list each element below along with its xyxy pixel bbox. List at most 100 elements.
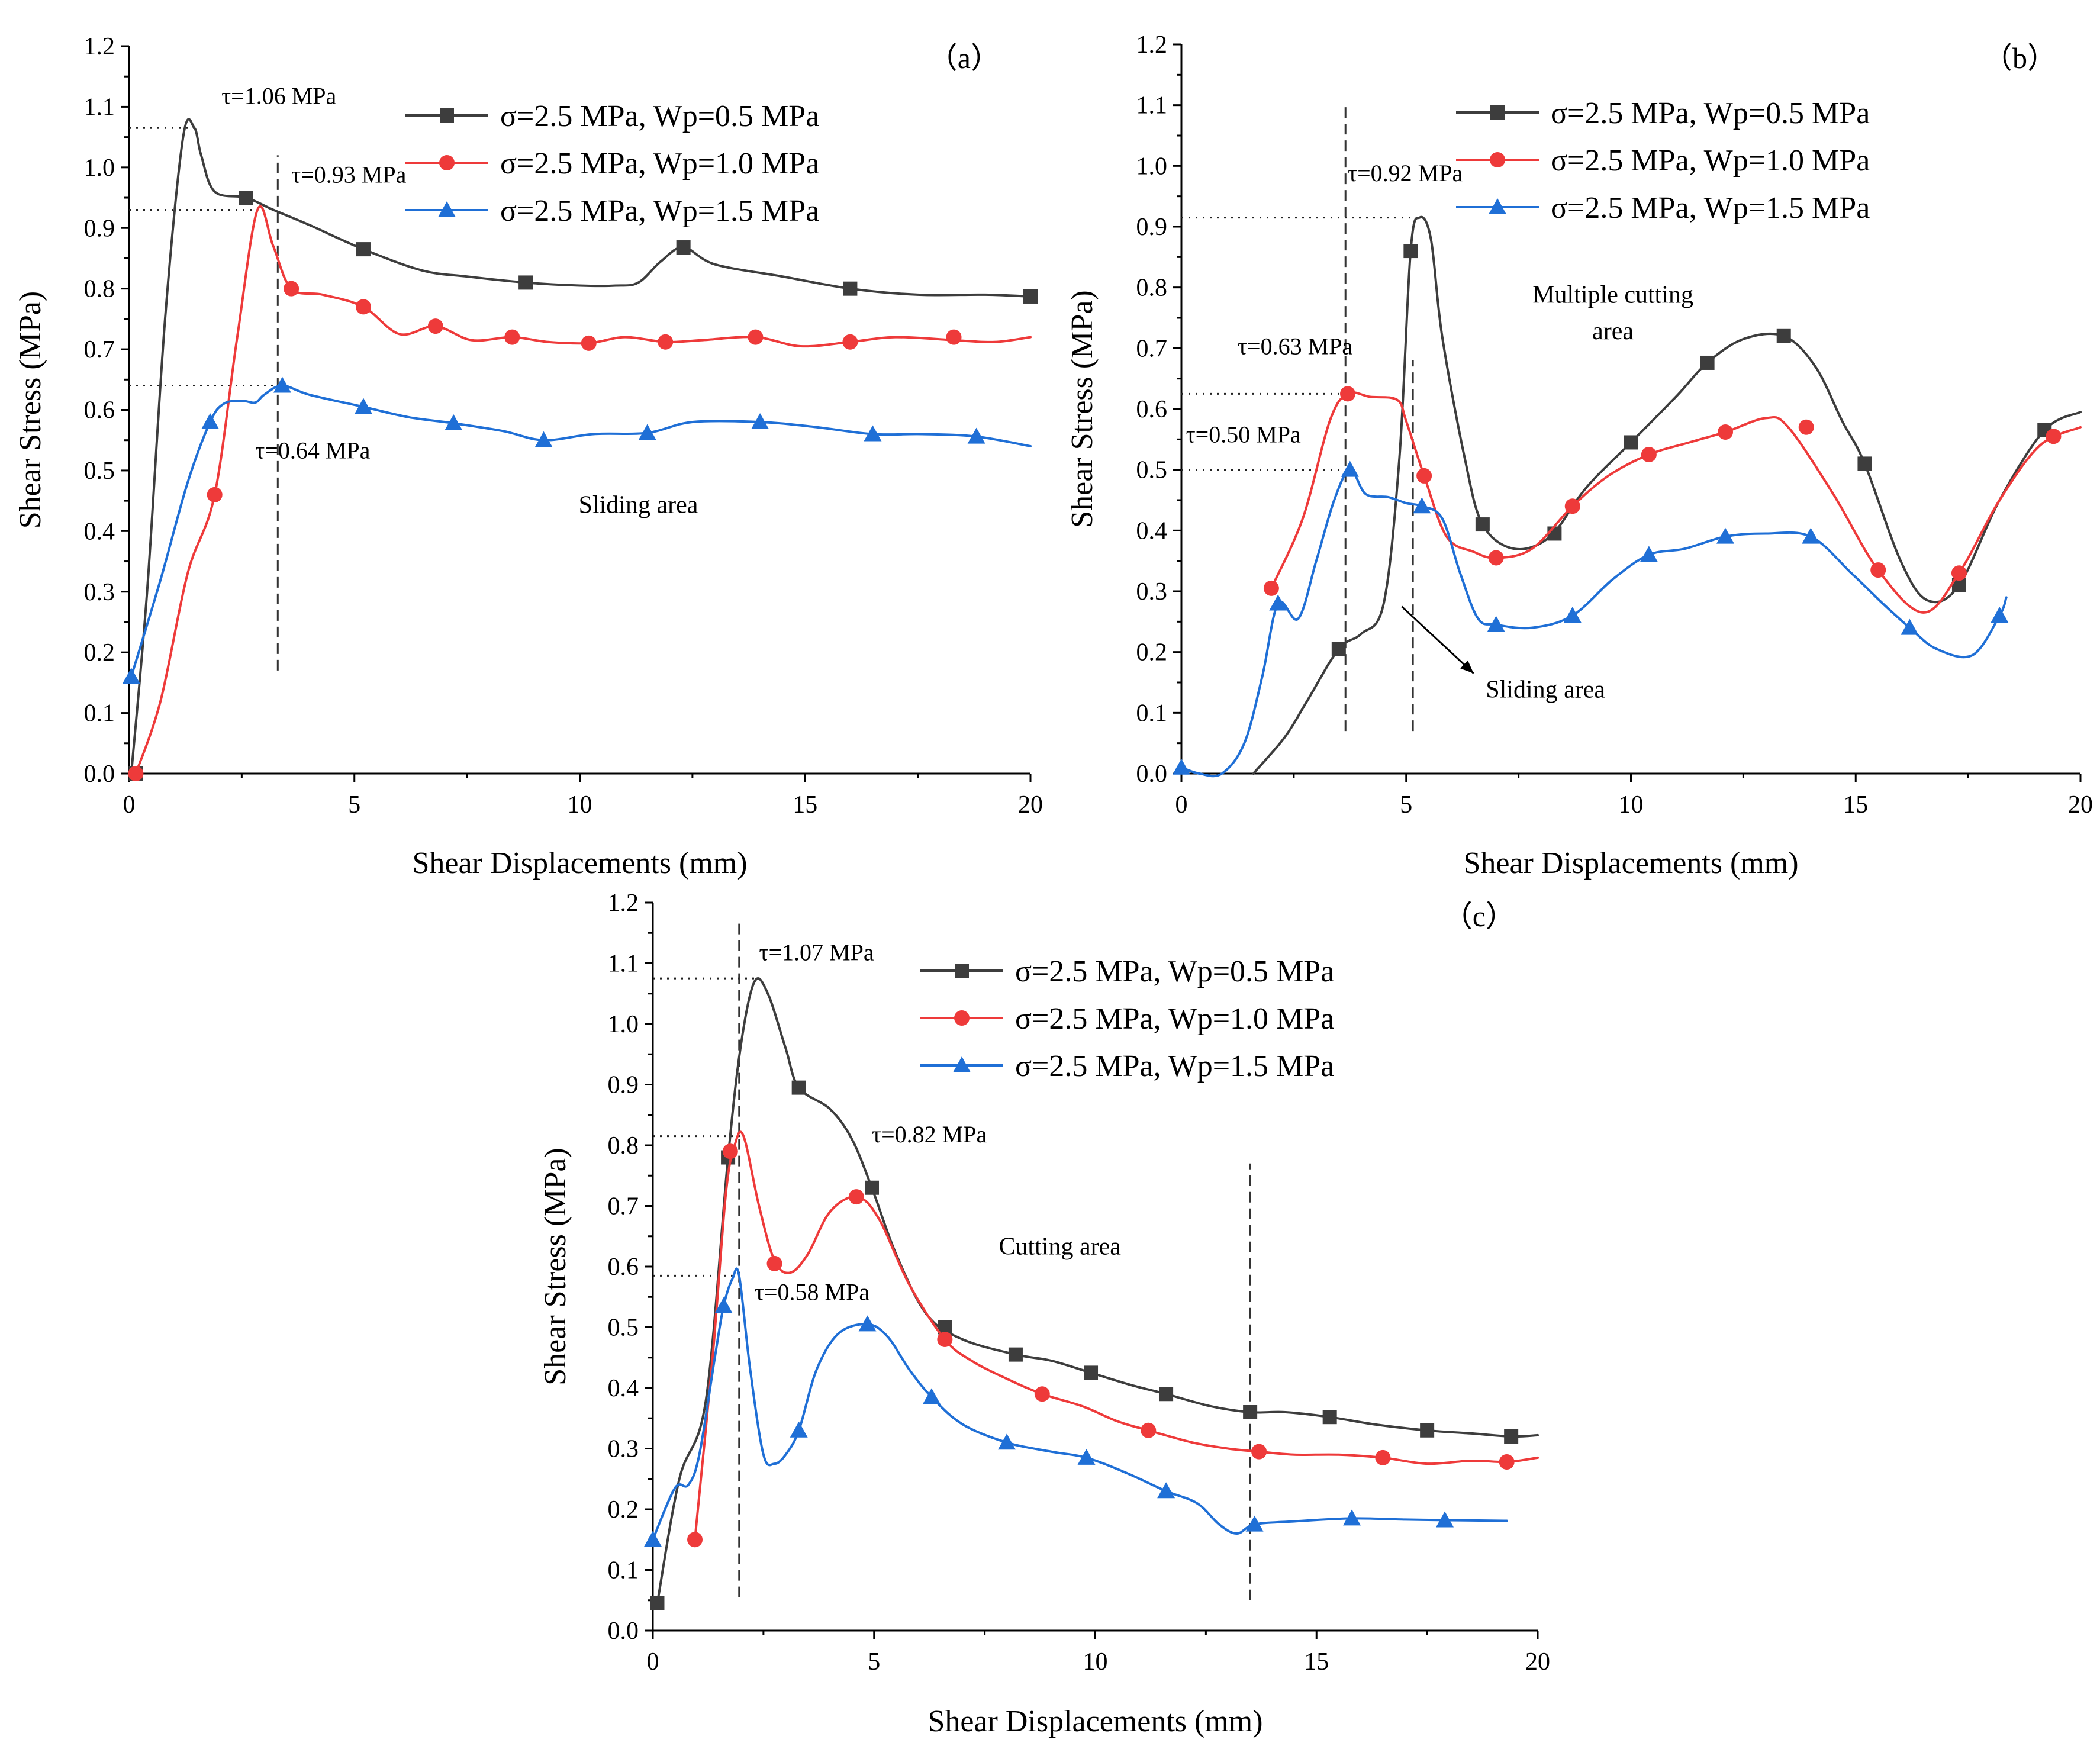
y-tick-label: 0.6 xyxy=(1136,396,1168,423)
legend-label: σ=2.5 MPa, Wp=0.5 MPa xyxy=(1551,96,1870,130)
data-point-marker xyxy=(1564,498,1580,514)
y-tick-label: 0.9 xyxy=(608,1072,639,1099)
data-point-marker xyxy=(937,1332,953,1347)
series-line-1 xyxy=(130,118,1032,775)
data-point-marker xyxy=(1023,289,1038,304)
panel-label: （a） xyxy=(928,41,1000,75)
y-tick-label: 0.8 xyxy=(608,1132,639,1159)
legend-swatch-marker xyxy=(1490,105,1505,120)
y-axis-title: Shear Stress (MPa) xyxy=(14,291,47,529)
legend-label: σ=2.5 MPa, Wp=1.5 MPa xyxy=(1015,1049,1334,1083)
region-label: Sliding area xyxy=(1486,677,1605,704)
chart-panel-b: 0.0 0.1 0.2 0.3 0.4 0.5 0.6 0.7 0.8 0.9 1.0 1.1 1.2 0… xyxy=(1065,31,2093,880)
y-tick-label: 0.4 xyxy=(1136,517,1168,545)
y-tick-label: 1.0 xyxy=(1136,153,1168,180)
data-point-marker xyxy=(722,1143,738,1159)
y-axis-title: Shear Stress (MPa) xyxy=(1065,290,1099,528)
data-point-marker xyxy=(865,1180,880,1195)
data-point-marker xyxy=(273,376,291,393)
series-line-2 xyxy=(694,1130,1539,1541)
y-tick-label: 1.1 xyxy=(84,94,115,121)
data-point-marker xyxy=(1488,550,1504,566)
data-point-marker xyxy=(998,1433,1016,1450)
legend-label: σ=2.5 MPa, Wp=1.0 MPa xyxy=(500,147,819,181)
data-point-marker xyxy=(1263,580,1279,596)
data-point-marker xyxy=(284,281,299,297)
data-point-marker xyxy=(1776,328,1791,343)
x-tick-label: 10 xyxy=(1083,1648,1108,1676)
data-point-marker xyxy=(1341,460,1359,477)
data-point-marker xyxy=(1157,1482,1175,1499)
data-point-marker xyxy=(658,334,674,350)
data-point-marker xyxy=(1008,1347,1023,1362)
data-point-marker xyxy=(1504,1429,1519,1444)
data-point-marker xyxy=(128,766,144,781)
region-label: Cutting area xyxy=(999,1233,1121,1261)
legend-swatch-marker xyxy=(440,108,454,123)
legend-swatch-marker xyxy=(439,155,455,170)
legend-swatch-marker xyxy=(954,1010,970,1026)
y-tick-label: 0.4 xyxy=(84,518,115,545)
y-tick-label: 0.1 xyxy=(84,700,115,727)
data-point-marker xyxy=(843,281,858,296)
arrow-head xyxy=(1460,660,1474,674)
data-point-marker xyxy=(687,1532,703,1548)
data-point-marker xyxy=(1475,517,1490,532)
y-tick-label: 0.7 xyxy=(84,336,115,363)
data-point-marker xyxy=(946,329,962,345)
data-point-marker xyxy=(1340,386,1356,402)
region-label: Sliding area xyxy=(579,492,698,519)
data-point-marker xyxy=(1951,565,1967,581)
peak-annotation: τ=0.93 MPa xyxy=(291,161,406,188)
data-point-marker xyxy=(864,425,882,442)
y-tick-label: 0.7 xyxy=(608,1193,639,1220)
x-tick-label: 0 xyxy=(647,1648,659,1676)
y-tick-label: 0.9 xyxy=(84,215,115,242)
chart-panel-c: 0.0 0.1 0.2 0.3 0.4 0.5 0.6 0.7 0.8 0.9 1.0 1.1 1.2 0… xyxy=(539,890,1550,1738)
x-tick-label: 15 xyxy=(793,791,817,819)
legend-label: σ=2.5 MPa, Wp=0.5 MPa xyxy=(1015,955,1334,988)
data-point-marker xyxy=(2046,429,2062,444)
peak-annotation: τ=0.82 MPa xyxy=(872,1121,987,1148)
data-point-marker xyxy=(1251,1444,1267,1460)
y-tick-label: 0.6 xyxy=(84,397,115,424)
data-point-marker xyxy=(748,329,764,345)
y-tick-label: 0.2 xyxy=(1136,639,1168,666)
legend-swatch-marker xyxy=(1490,152,1505,167)
data-point-marker xyxy=(1641,447,1657,462)
y-tick-label: 0.0 xyxy=(84,761,115,788)
y-tick-label: 0.9 xyxy=(1136,214,1168,241)
y-tick-label: 0.2 xyxy=(608,1496,639,1523)
data-point-marker xyxy=(790,1421,808,1438)
y-tick-label: 0.8 xyxy=(1136,275,1168,302)
x-tick-label: 20 xyxy=(1018,791,1043,819)
x-tick-label: 0 xyxy=(1175,791,1188,819)
legend-label: σ=2.5 MPa, Wp=1.5 MPa xyxy=(500,194,819,228)
region-label: area xyxy=(1592,318,1634,345)
series-line-3 xyxy=(652,1267,1508,1541)
data-point-marker xyxy=(1084,1365,1099,1380)
y-tick-label: 1.2 xyxy=(84,33,115,60)
y-tick-label: 0.5 xyxy=(84,458,115,485)
y-tick-label: 1.0 xyxy=(84,154,115,182)
data-point-marker xyxy=(1870,562,1886,578)
data-point-marker xyxy=(967,427,985,444)
data-point-marker xyxy=(1857,456,1872,471)
data-point-marker xyxy=(1141,1422,1157,1438)
data-point-marker xyxy=(1436,1511,1454,1528)
data-point-marker xyxy=(1716,527,1734,544)
data-point-marker xyxy=(1173,758,1190,775)
legend-swatch-marker xyxy=(438,201,456,217)
y-tick-label: 0.3 xyxy=(1136,578,1168,605)
x-tick-label: 20 xyxy=(1525,1648,1550,1676)
data-point-marker xyxy=(1245,1515,1264,1532)
y-tick-label: 1.1 xyxy=(608,951,639,978)
data-point-marker xyxy=(1269,594,1287,611)
y-tick-label: 0.5 xyxy=(1136,457,1168,484)
x-tick-label: 10 xyxy=(568,791,592,819)
x-tick-label: 15 xyxy=(1304,1648,1329,1676)
legend-label: σ=2.5 MPa, Wp=0.5 MPa xyxy=(500,99,819,133)
region-label: Multiple cutting xyxy=(1532,281,1693,308)
data-point-marker xyxy=(1331,642,1346,656)
